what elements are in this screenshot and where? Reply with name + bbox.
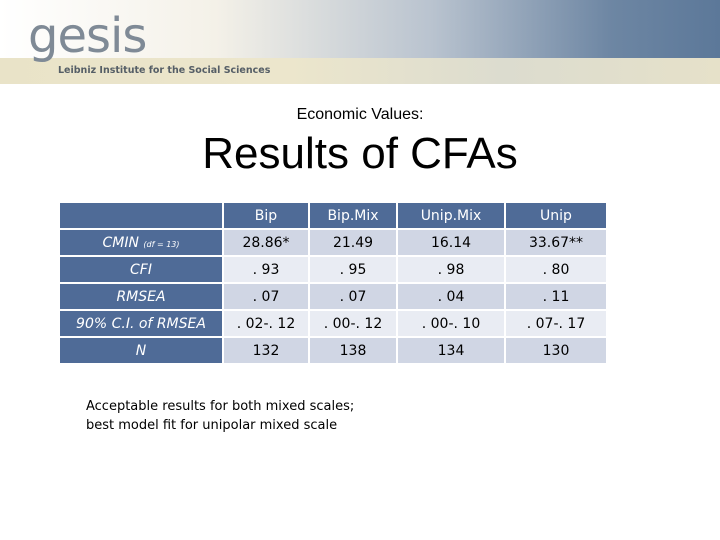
results-table: Bip Bip.Mix Unip.Mix Unip CMIN (df = 13)… bbox=[58, 201, 608, 365]
table-cell: 33.67** bbox=[504, 228, 608, 257]
gesis-logo: gesis bbox=[28, 8, 147, 64]
header-strip bbox=[0, 58, 720, 84]
table-cell: 134 bbox=[396, 336, 506, 365]
table-cell: . 80 bbox=[504, 255, 608, 284]
table-row: 90% C.I. of RMSEA . 02-. 12 . 00-. 12 . … bbox=[58, 309, 608, 338]
table-cell: . 07 bbox=[222, 282, 310, 311]
table-row: CFI . 93 . 95 . 98 . 80 bbox=[58, 255, 608, 284]
table-row: N 132 138 134 130 bbox=[58, 336, 608, 365]
row-label: 90% C.I. of RMSEA bbox=[58, 309, 224, 338]
table-cell: 21.49 bbox=[308, 228, 398, 257]
conclusion-note: Acceptable results for both mixed scales… bbox=[86, 397, 354, 435]
note-line-1: Acceptable results for both mixed scales… bbox=[86, 399, 355, 414]
table-cell: 28.86* bbox=[222, 228, 310, 257]
table-cell: . 00-. 12 bbox=[308, 309, 398, 338]
table-cell: 130 bbox=[504, 336, 608, 365]
table-header-row: Bip Bip.Mix Unip.Mix Unip bbox=[58, 201, 608, 230]
table-cell: . 95 bbox=[308, 255, 398, 284]
logo-subtitle: Leibniz Institute for the Social Science… bbox=[58, 65, 271, 76]
table-cell: . 07-. 17 bbox=[504, 309, 608, 338]
table-cell: 16.14 bbox=[396, 228, 506, 257]
row-label: CMIN (df = 13) bbox=[58, 228, 224, 257]
table-cell: . 07 bbox=[308, 282, 398, 311]
row-label-text: CMIN bbox=[102, 234, 139, 251]
table-row: RMSEA . 07 . 07 . 04 . 11 bbox=[58, 282, 608, 311]
table-cell: . 93 bbox=[222, 255, 310, 284]
column-header: Unip bbox=[504, 201, 608, 230]
column-header: Unip.Mix bbox=[396, 201, 506, 230]
table-cell: . 11 bbox=[504, 282, 608, 311]
note-line-2: best model fit for unipolar mixed scale bbox=[86, 418, 338, 433]
row-label: RMSEA bbox=[58, 282, 224, 311]
row-label-sub: (df = 13) bbox=[143, 239, 180, 249]
table-cell: . 02-. 12 bbox=[222, 309, 310, 338]
table-cell: 132 bbox=[222, 336, 310, 365]
table-cell: . 98 bbox=[396, 255, 506, 284]
table-cell: . 00-. 10 bbox=[396, 309, 506, 338]
slide-title: Results of CFAs bbox=[202, 129, 518, 178]
header-corner-cell bbox=[58, 201, 224, 230]
table-row: CMIN (df = 13) 28.86* 21.49 16.14 33.67*… bbox=[58, 228, 608, 257]
row-label: N bbox=[58, 336, 224, 365]
table-cell: . 04 bbox=[396, 282, 506, 311]
column-header: Bip.Mix bbox=[308, 201, 398, 230]
column-header: Bip bbox=[222, 201, 310, 230]
slide-subtitle: Economic Values: bbox=[296, 106, 424, 123]
table-cell: 138 bbox=[308, 336, 398, 365]
row-label: CFI bbox=[58, 255, 224, 284]
